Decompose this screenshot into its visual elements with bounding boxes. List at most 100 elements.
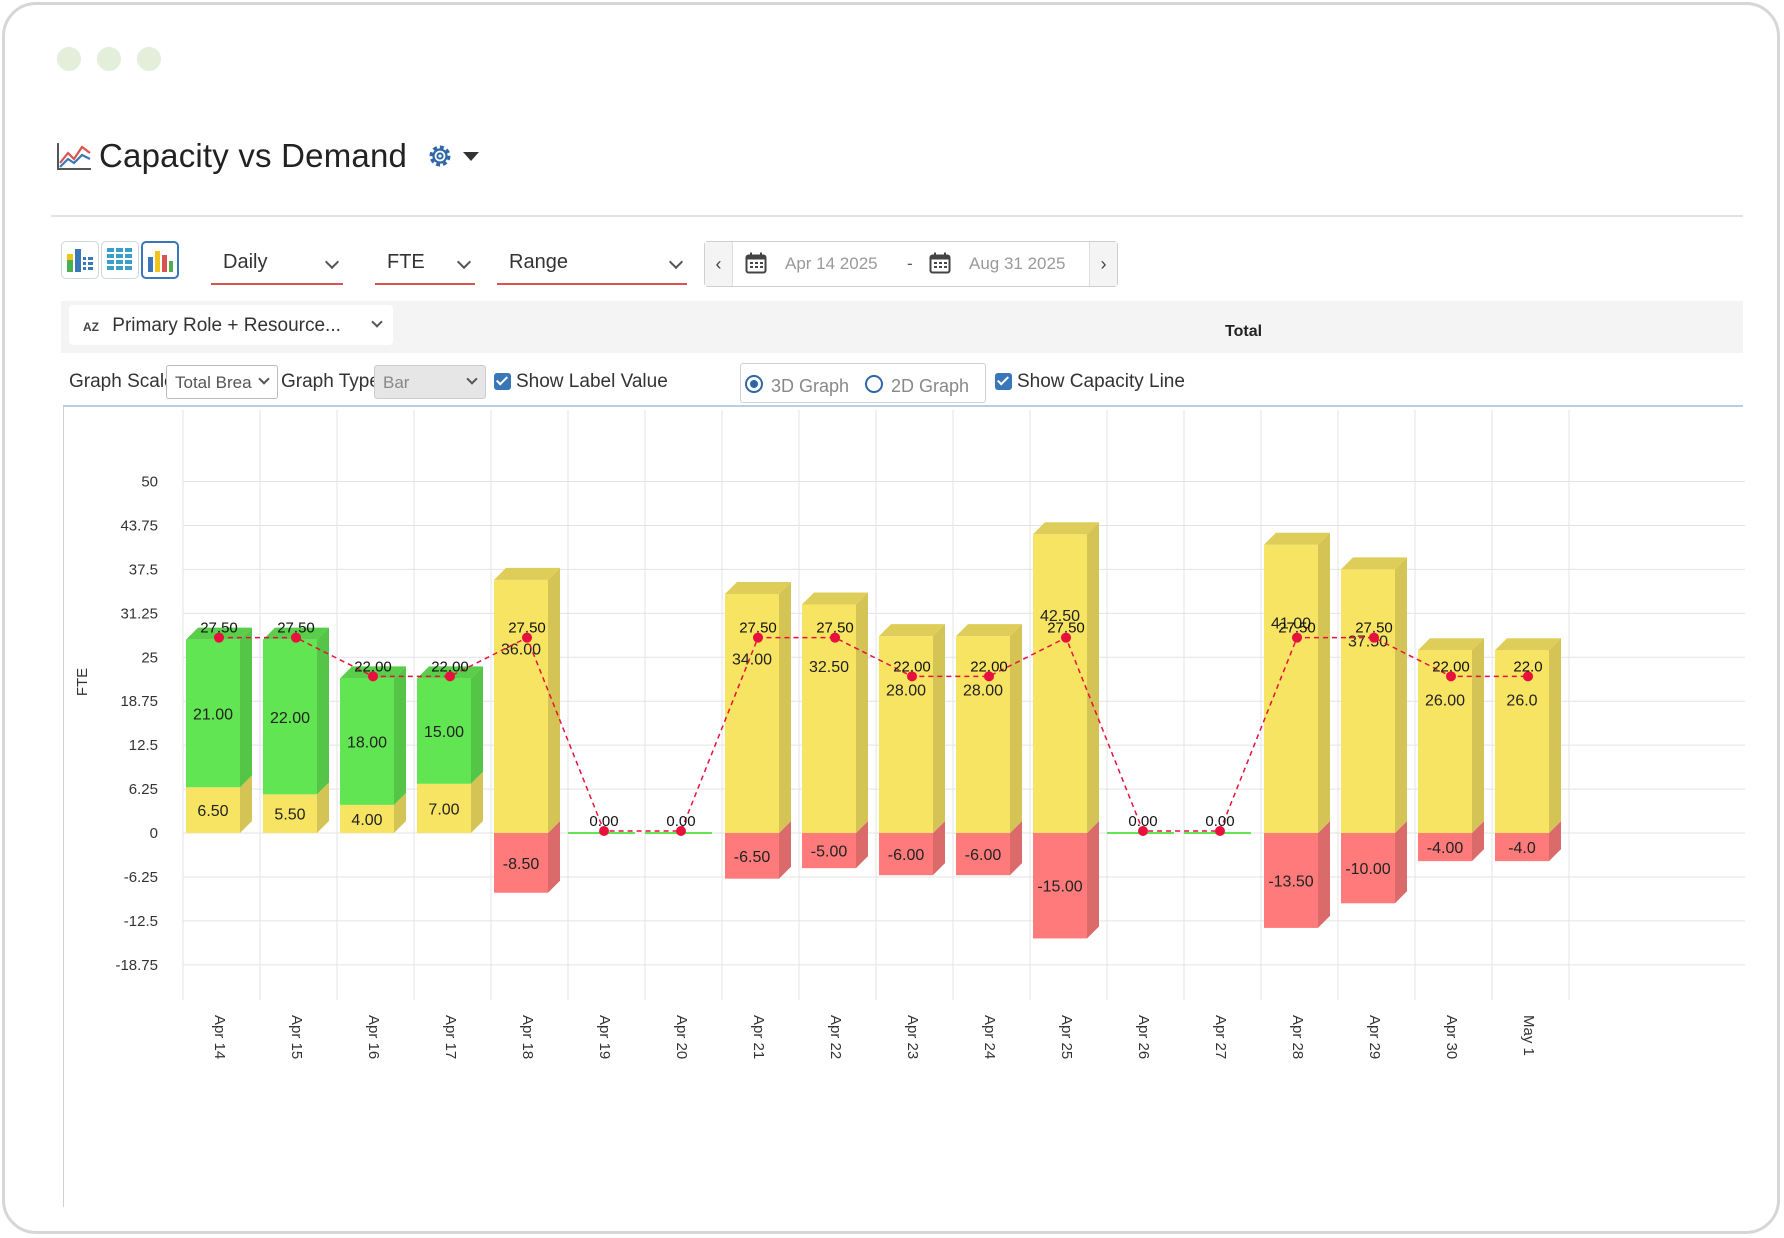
bar-segment (417, 678, 471, 784)
bar-segment (879, 833, 933, 876)
graph-2d-radio[interactable] (865, 375, 883, 393)
capacity-point (214, 632, 224, 643)
value-label-allocated: 28.00 (963, 682, 1003, 699)
grouping-value: Primary Role + Resource... (112, 315, 341, 336)
bar-side (548, 821, 560, 893)
x-tick-label: Apr 18 (519, 1015, 536, 1059)
bar-segment (802, 604, 856, 833)
bar-side (317, 782, 329, 833)
y-tick-label: 37.5 (129, 561, 158, 578)
column-header-total: Total (1225, 323, 1263, 340)
capacity-point (1292, 632, 1302, 643)
end-date[interactable]: Aug 31 2025 (969, 254, 1066, 273)
bar-segment (186, 787, 240, 833)
bar-top (1033, 522, 1099, 535)
capacity-label: 22.0 (1513, 658, 1542, 675)
range-mode-dropdown[interactable]: Range (497, 241, 687, 285)
x-tick-label: Apr 23 (904, 1015, 921, 1059)
line-chart-icon (57, 143, 91, 170)
capacity-point (676, 826, 686, 836)
graph-type-label: Graph Type (281, 371, 380, 392)
period-dropdown[interactable]: Daily (211, 241, 343, 285)
x-tick-label: Apr 15 (288, 1015, 305, 1059)
x-tick-label: Apr 14 (211, 1015, 228, 1059)
value-label-allocated: 36.00 (501, 641, 541, 658)
capacity-label: 0.00 (589, 813, 618, 830)
bar-segment (186, 639, 240, 788)
bar-side (1010, 624, 1022, 833)
bar-top (956, 624, 1022, 637)
start-date[interactable]: Apr 14 2025 (785, 254, 878, 273)
unit-dropdown[interactable]: FTE (375, 241, 475, 285)
period-value: Daily (223, 251, 268, 273)
value-label-allocated: 28.00 (886, 682, 926, 699)
graph-scale-label: Graph Scale (69, 371, 175, 392)
value-label-available: 15.00 (424, 724, 464, 741)
y-tick-label: -12.5 (124, 913, 158, 930)
x-tick-label: Apr 26 (1135, 1015, 1152, 1059)
prev-range-button[interactable]: ‹ (705, 242, 733, 286)
capacity-label: 22.00 (893, 658, 931, 675)
y-tick-label: 43.75 (120, 517, 158, 534)
bar-top (1495, 638, 1561, 651)
y-tick-label: 18.75 (120, 693, 158, 710)
value-label-over: -4.0 (1508, 840, 1536, 857)
show-capacity-line-checkbox[interactable] (995, 373, 1012, 390)
value-label-over: -6.00 (888, 847, 925, 864)
capacity-point (522, 632, 532, 643)
bar-segment (1264, 833, 1318, 928)
bar-side (1472, 638, 1484, 833)
x-tick-label: Apr 24 (981, 1015, 998, 1059)
bar-side (779, 581, 791, 833)
bar-top (879, 624, 945, 637)
unit-value: FTE (387, 251, 425, 273)
chevron-down-icon (466, 373, 478, 385)
settings-dropdown-caret-icon[interactable] (463, 151, 480, 161)
bar-segment (1033, 833, 1087, 939)
show-label-value-checkbox[interactable] (494, 373, 511, 390)
graph-type-select[interactable]: Bar (374, 365, 486, 399)
y-tick-label: -18.75 (115, 957, 158, 974)
x-tick-label: Apr 30 (1443, 1015, 1460, 1059)
bar-top (1341, 557, 1407, 570)
capacity-label: 0.00 (1128, 813, 1157, 830)
capacity-label: 27.50 (1278, 620, 1316, 637)
chevron-down-icon (371, 316, 383, 328)
graph-options-bar: Graph Scale Total Brea Graph Type Bar Sh… (63, 359, 1743, 407)
bar-side (856, 821, 868, 869)
chart-view-button[interactable] (141, 241, 179, 279)
bar-segment (1495, 650, 1549, 833)
bar-segment (417, 783, 471, 833)
value-label-available: 18.00 (347, 735, 387, 752)
capacity-point (368, 671, 378, 682)
bar-side (471, 666, 483, 784)
y-tick-label: 31.25 (120, 605, 158, 622)
y-tick-label: 50 (141, 474, 158, 491)
y-tick-label: -6.25 (124, 869, 158, 886)
breakdown-view-button[interactable] (61, 241, 99, 279)
capacity-label: 22.00 (354, 658, 392, 675)
bar-chart-icon (148, 251, 173, 272)
bar-top (1418, 638, 1484, 651)
calendar-icon[interactable] (745, 252, 767, 274)
calendar-icon[interactable] (929, 252, 951, 274)
bar-side (471, 771, 483, 833)
capacity-point (1369, 632, 1379, 643)
bar-side (1395, 557, 1407, 833)
gear-icon[interactable] (425, 141, 455, 171)
graph-scale-select[interactable]: Total Brea (166, 365, 278, 399)
grouping-dropdown[interactable]: AZ Primary Role + Resource... (69, 305, 393, 345)
graph-3d-label: 3D Graph (771, 376, 850, 396)
x-tick-label: Apr 25 (1058, 1015, 1075, 1059)
x-tick-label: Apr 28 (1289, 1015, 1306, 1059)
capacity-label: 27.50 (1355, 620, 1393, 637)
value-label-available: 22.00 (270, 710, 310, 727)
capacity-label: 27.50 (816, 620, 854, 637)
capacity-label: 0.00 (666, 813, 695, 830)
sort-az-icon: AZ (83, 320, 99, 334)
bar-side (548, 567, 560, 833)
grid-view-button[interactable] (101, 241, 139, 279)
next-range-button[interactable]: › (1089, 242, 1117, 286)
graph-3d-radio[interactable] (745, 375, 763, 393)
chart-bars: 6.50 21.00 5.50 22.00 4.00 18.00 7.00 15.00 36.0… (186, 522, 1561, 939)
